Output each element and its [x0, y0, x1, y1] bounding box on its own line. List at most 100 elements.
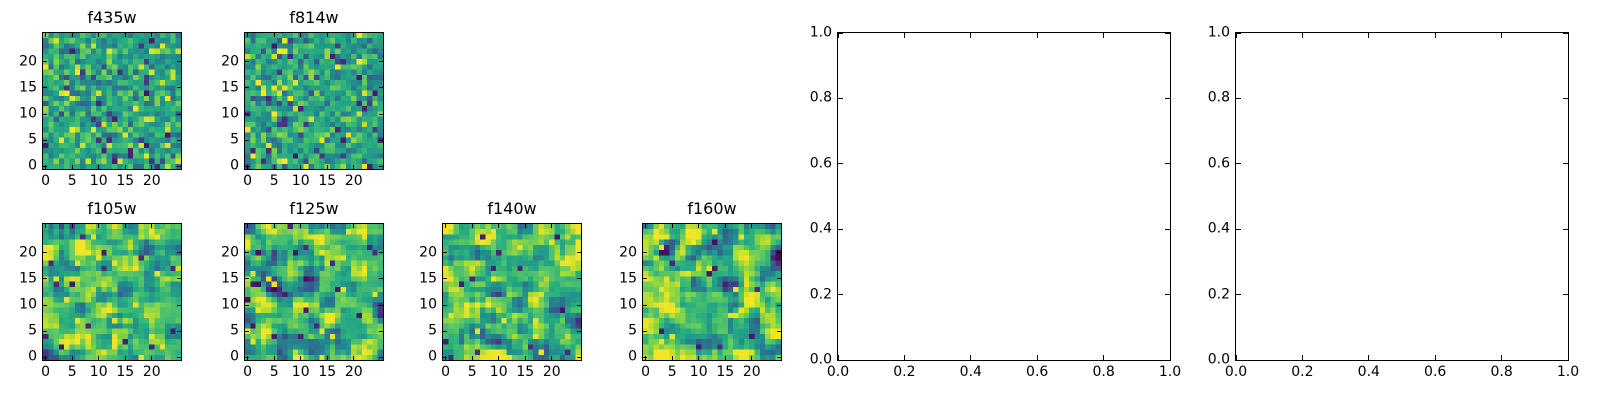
y-tick-label: 5: [628, 322, 637, 339]
x-tick-label: 20: [742, 364, 761, 380]
x-tick-label: 20: [344, 173, 363, 189]
x-tick-mark: [71, 224, 73, 228]
y-tick-mark: [1563, 32, 1568, 34]
x-tick-mark: [71, 33, 73, 37]
x-tick-mark: [45, 356, 47, 360]
y-tick-mark: [43, 139, 47, 141]
x-tick-mark: [124, 165, 126, 169]
y-tick-mark: [1165, 359, 1170, 361]
y-tick-label: 0: [230, 348, 239, 365]
x-tick-mark: [1567, 355, 1569, 360]
y-tick-mark: [777, 356, 781, 358]
x-tick-label: 0.0: [1224, 364, 1248, 380]
y-tick-label: 20: [19, 53, 37, 70]
x-tick-mark: [71, 356, 73, 360]
x-tick-mark: [698, 356, 700, 360]
x-tick-mark: [1103, 355, 1105, 360]
y-tick-mark: [43, 113, 47, 115]
y-tick-mark: [43, 87, 47, 89]
y-tick-label: 20: [419, 244, 437, 261]
y-tick-mark: [379, 139, 383, 141]
y-tick-label: 5: [28, 322, 37, 339]
y-tick-mark: [379, 61, 383, 63]
x-tick-mark: [151, 33, 153, 37]
x-tick-mark: [1103, 33, 1105, 38]
subplot-title: f435w: [87, 8, 137, 28]
y-tick-mark: [43, 304, 47, 306]
y-tick-label: 15: [619, 270, 637, 287]
x-tick-mark: [300, 356, 302, 360]
subplot-title: f125w: [289, 199, 339, 219]
y-tick-mark: [245, 165, 249, 167]
y-tick-label: 15: [419, 270, 437, 287]
y-tick-mark: [443, 252, 447, 254]
x-tick-mark: [326, 33, 328, 37]
x-tick-mark: [524, 224, 526, 228]
y-tick-mark: [1563, 163, 1568, 165]
y-tick-mark: [1563, 359, 1568, 361]
x-tick-label: 5: [269, 173, 279, 189]
x-tick-mark: [1501, 33, 1503, 38]
x-tick-label: 15: [318, 173, 337, 189]
x-tick-mark: [98, 356, 100, 360]
x-tick-label: 0: [243, 364, 253, 380]
x-tick-mark: [837, 33, 839, 38]
y-tick-mark: [245, 356, 249, 358]
x-tick-mark: [326, 356, 328, 360]
y-tick-label: 0.2: [809, 285, 832, 302]
y-tick-mark: [177, 252, 181, 254]
y-tick-label: 20: [619, 244, 637, 261]
y-tick-mark: [177, 304, 181, 306]
y-tick-mark: [838, 294, 843, 296]
x-tick-label: 0.4: [1357, 364, 1380, 380]
x-tick-mark: [326, 224, 328, 228]
x-tick-label: 0: [441, 364, 451, 380]
y-tick-mark: [1236, 228, 1241, 230]
y-tick-mark: [1563, 294, 1568, 296]
x-tick-label: 0: [41, 364, 51, 380]
x-tick-mark: [300, 165, 302, 169]
y-tick-label: 0.4: [809, 220, 832, 237]
y-tick-mark: [245, 252, 249, 254]
y-tick-mark: [43, 252, 47, 254]
y-tick-mark: [1165, 97, 1170, 99]
y-tick-label: 0: [230, 157, 239, 174]
x-tick-label: 20: [344, 364, 363, 380]
x-tick-mark: [151, 356, 153, 360]
y-tick-mark: [643, 278, 647, 280]
y-tick-mark: [577, 278, 581, 280]
heatmap-image: [245, 33, 383, 169]
y-tick-mark: [1563, 228, 1568, 230]
x-tick-mark: [471, 224, 473, 228]
x-tick-mark: [445, 224, 447, 228]
x-tick-mark: [524, 356, 526, 360]
y-tick-mark: [177, 139, 181, 141]
x-tick-label: 0.6: [1026, 364, 1049, 380]
y-tick-label: 15: [221, 270, 239, 287]
heatmap-image: [245, 224, 383, 360]
x-tick-label: 20: [542, 364, 561, 380]
x-tick-label: 5: [667, 364, 677, 380]
subplot-f140w: f140w 0 5 10 15 20 0 5 10 15 20: [419, 200, 582, 380]
y-tick-mark: [177, 278, 181, 280]
y-tick-mark: [177, 61, 181, 63]
y-tick-mark: [245, 139, 249, 141]
heatmap-image: [43, 224, 181, 360]
x-tick-mark: [1235, 355, 1237, 360]
x-tick-mark: [1434, 33, 1436, 38]
x-tick-label: 5: [269, 364, 279, 380]
x-tick-mark: [98, 224, 100, 228]
y-tick-label: 0.0: [809, 351, 832, 368]
x-tick-label: 0.8: [1490, 364, 1513, 380]
x-tick-label: 0: [641, 364, 651, 380]
x-tick-mark: [353, 224, 355, 228]
y-tick-label: 0.6: [809, 155, 832, 172]
x-tick-mark: [124, 33, 126, 37]
y-tick-mark: [577, 252, 581, 254]
y-tick-mark: [443, 356, 447, 358]
x-tick-mark: [751, 224, 753, 228]
y-tick-label: 10: [221, 296, 239, 313]
x-tick-label: 10: [89, 173, 108, 189]
x-tick-mark: [1368, 33, 1370, 38]
y-tick-mark: [1236, 359, 1241, 361]
